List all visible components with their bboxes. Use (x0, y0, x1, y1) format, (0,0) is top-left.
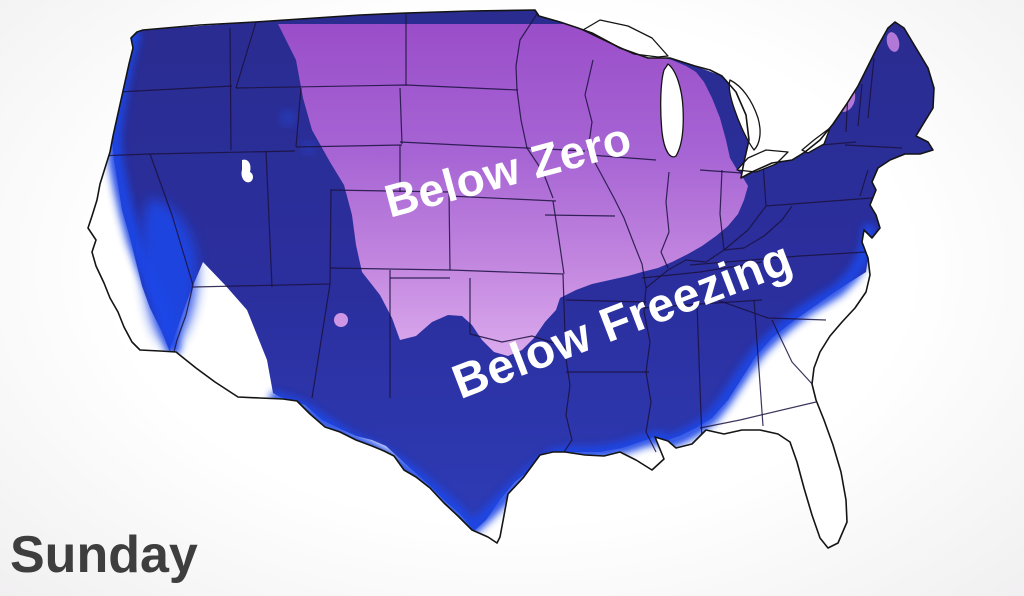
conus-coastline (87, 9, 935, 549)
state-borders (96, 13, 903, 453)
great-lakes (241, 19, 831, 183)
lake-michigan (660, 63, 684, 158)
bright-spot-rockies-1 (282, 112, 294, 124)
day-label: Sunday (10, 526, 198, 584)
zone-below-zero (278, 24, 748, 356)
bright-lobe-sierra-nevada (141, 198, 198, 346)
lake-huron (728, 79, 761, 151)
great-salt-lake (241, 159, 253, 183)
lake-ontario (801, 127, 831, 154)
purple-patch-new-mexico (334, 313, 348, 327)
purple-patch-north-maine (886, 32, 900, 52)
lake-erie (736, 149, 789, 173)
bright-spot-rockies-2 (304, 143, 314, 153)
